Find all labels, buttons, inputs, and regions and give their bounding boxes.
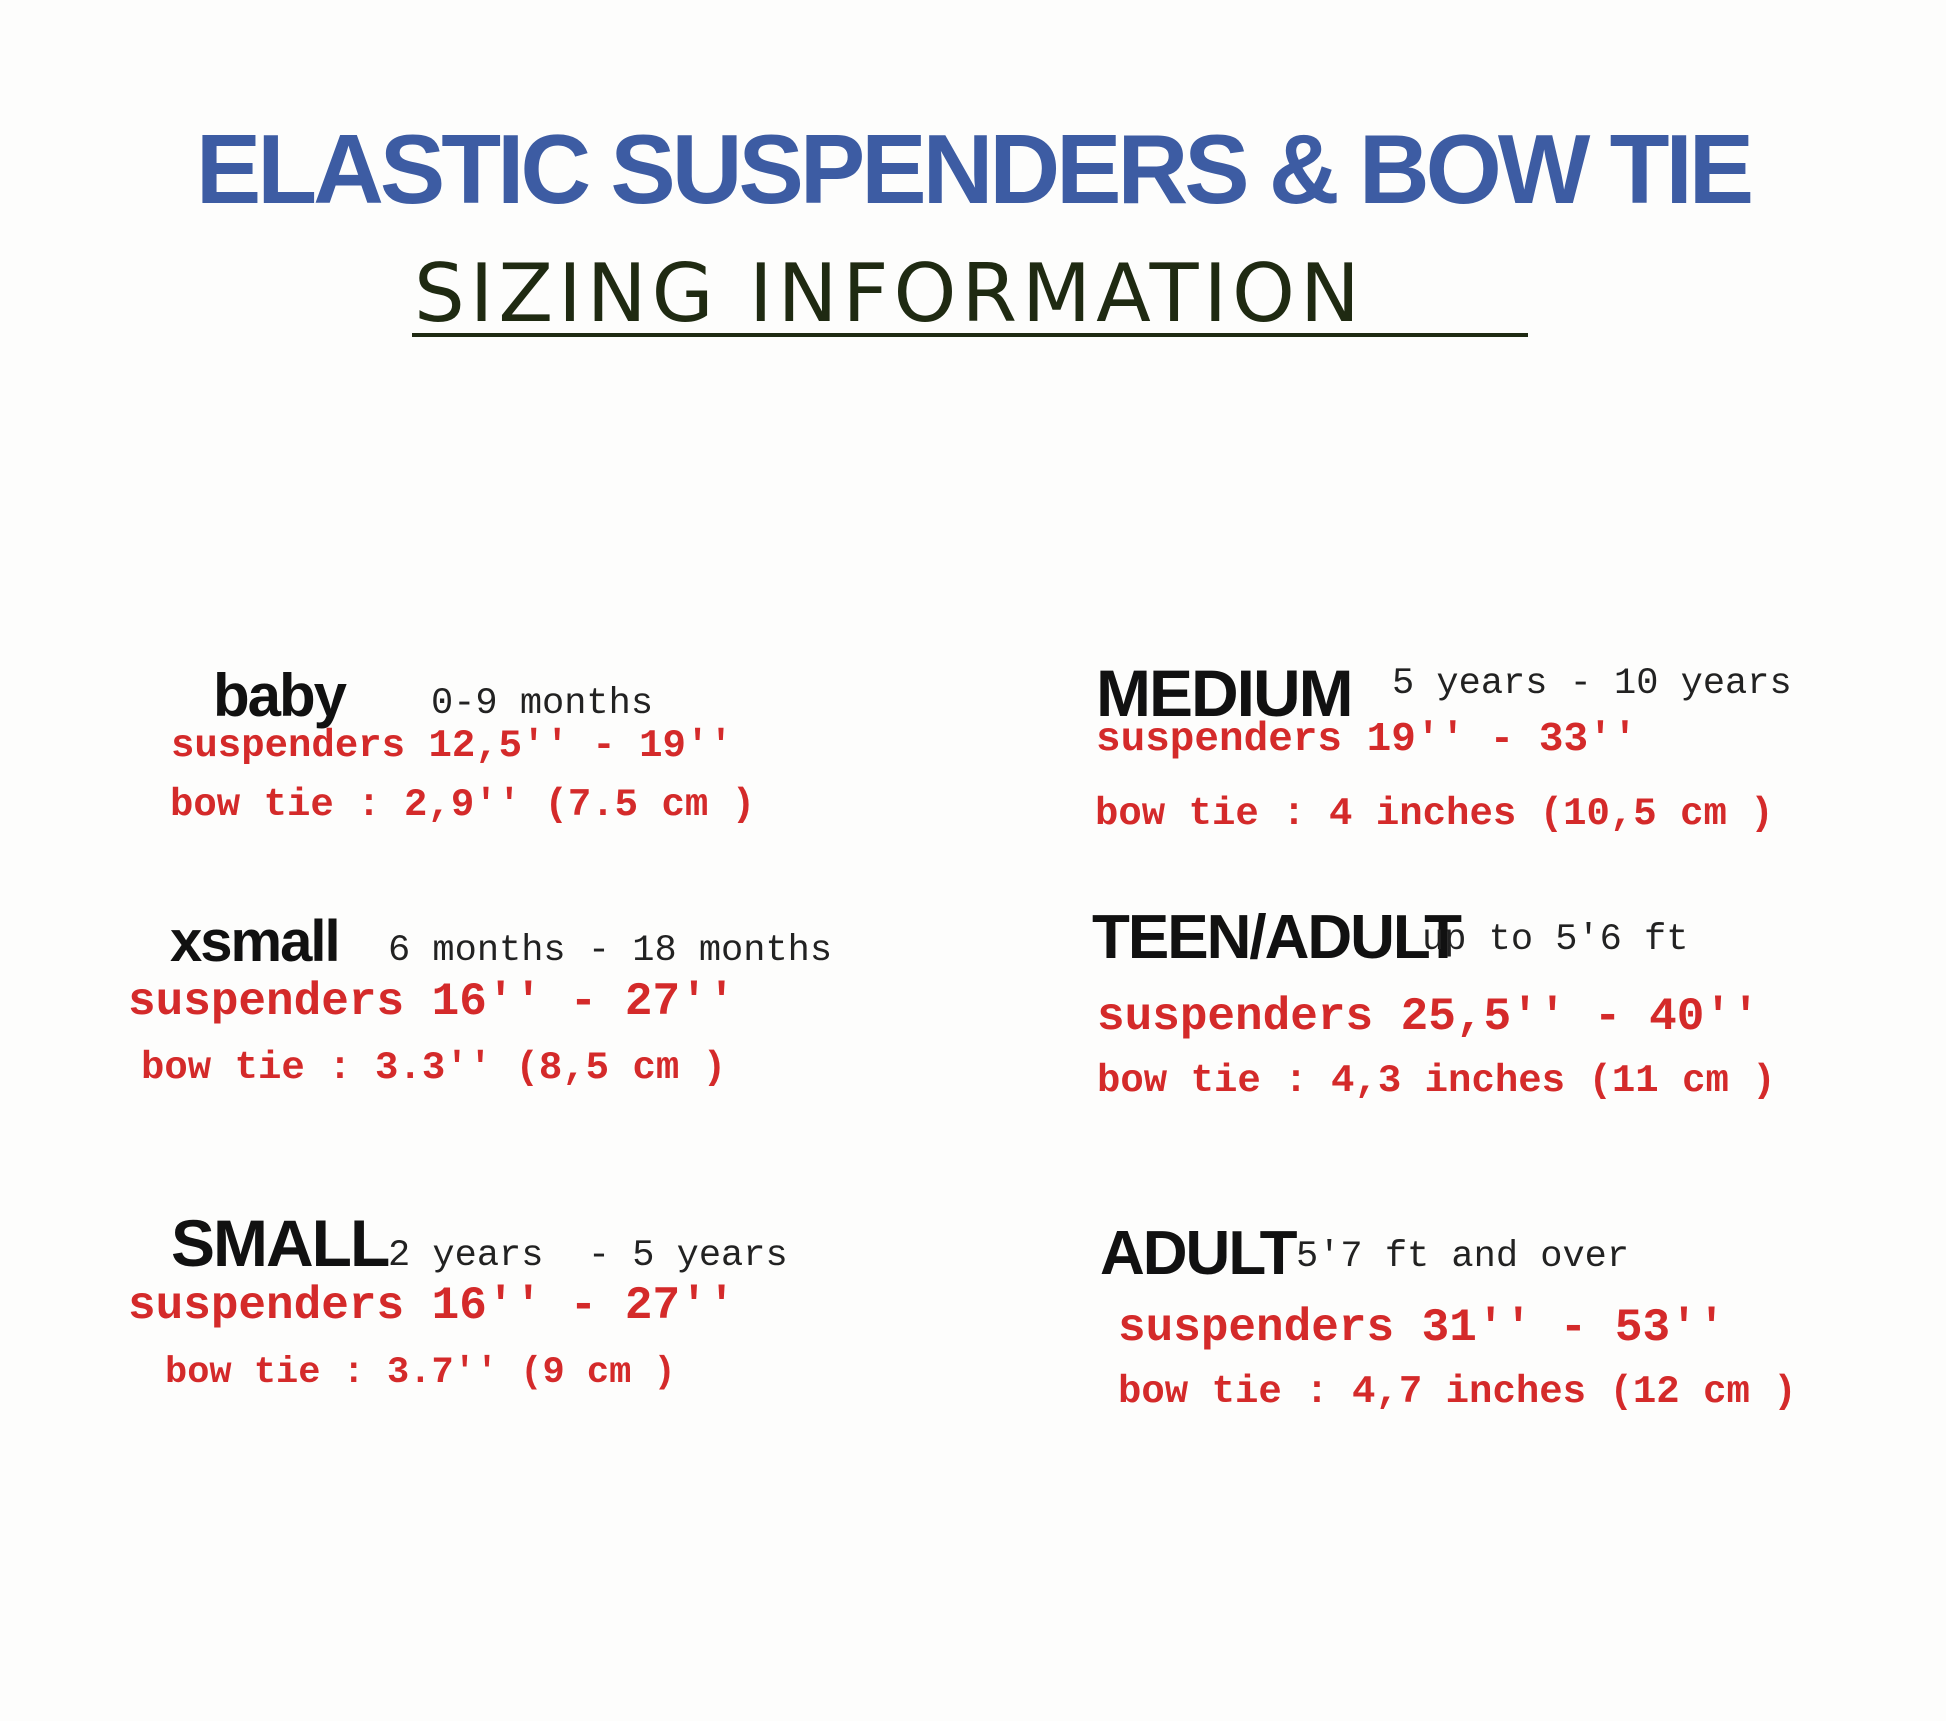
suspenders-baby: suspenders 12,5'' - 19'' (171, 724, 733, 768)
page-subtitle: SIZING INFORMATION (414, 247, 1365, 340)
suspenders-teen-adult: suspenders 25,5'' - 40'' (1097, 991, 1760, 1043)
subtitle-underline (412, 333, 1528, 337)
bow-tie-small: bow tie : 3.7'' (9 cm ) (165, 1352, 676, 1394)
bow-tie-baby: bow tie : 2,9'' (7.5 cm ) (170, 783, 756, 827)
size-label-medium: MEDIUM (1096, 656, 1354, 730)
size-age-teen-adult: up to 5'6 ft (1422, 919, 1689, 961)
size-age-medium: 5 years - 10 years (1392, 663, 1792, 705)
size-age-adult: 5'7 ft and over (1296, 1236, 1630, 1278)
size-label-xsmall: xsmall (170, 909, 341, 974)
size-label-small: SMALL (171, 1206, 390, 1280)
bow-tie-adult: bow tie : 4,7 inches (12 cm ) (1118, 1370, 1797, 1414)
suspenders-small: suspenders 16'' - 27'' (128, 1280, 736, 1332)
suspenders-medium: suspenders 19'' - 33'' (1096, 717, 1638, 763)
size-label-teen-adult: TEEN/ADULT (1092, 903, 1462, 972)
size-age-small: 2 years - 5 years (388, 1235, 788, 1277)
suspenders-xsmall: suspenders 16'' - 27'' (128, 976, 736, 1028)
page-title: ELASTIC SUSPENDERS & BOW TIE (195, 114, 1754, 224)
bow-tie-xsmall: bow tie : 3.3'' (8,5 cm ) (141, 1046, 727, 1090)
size-label-baby: baby (213, 662, 347, 729)
size-age-xsmall: 6 months - 18 months (388, 930, 833, 972)
bow-tie-teen-adult: bow tie : 4,3 inches (11 cm ) (1097, 1059, 1776, 1103)
size-label-adult: ADULT (1100, 1219, 1297, 1288)
suspenders-adult: suspenders 31'' - 53'' (1118, 1302, 1726, 1354)
bow-tie-medium: bow tie : 4 inches (10,5 cm ) (1095, 792, 1774, 836)
size-age-baby: 0-9 months (431, 683, 654, 725)
